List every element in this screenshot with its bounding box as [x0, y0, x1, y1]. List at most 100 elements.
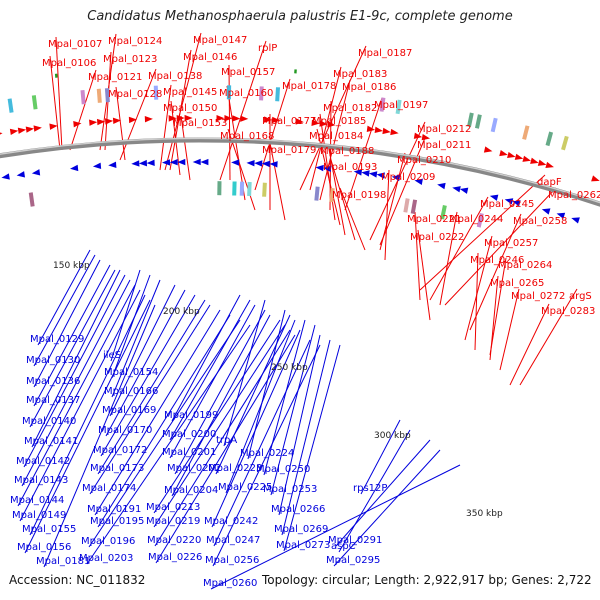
- forward-gene-arrow: [263, 116, 273, 123]
- leader-line: [278, 334, 321, 516]
- gene-label: Mpal_0225: [218, 482, 272, 493]
- reverse-gene-arrow: [1, 173, 10, 180]
- leader-line: [509, 303, 550, 386]
- leader-line: [414, 211, 421, 301]
- leader-line: [299, 45, 367, 191]
- leader-line: [339, 187, 366, 251]
- leader-line: [213, 339, 311, 547]
- gene-label: Mpal_0123: [103, 54, 157, 65]
- leader-line: [69, 69, 97, 151]
- leader-line: [55, 36, 63, 151]
- feature-block: [259, 86, 264, 101]
- gene-label: Mpal_0160: [219, 88, 273, 99]
- gene-label: Mpal_0219: [146, 516, 200, 527]
- forward-gene-arrow: [545, 161, 554, 169]
- leader-line: [111, 274, 151, 379]
- forward-gene-arrow: [128, 116, 137, 124]
- gene-label: Mpal_0186: [342, 82, 396, 93]
- gene-label: Mpal_0198: [332, 190, 386, 201]
- forward-gene-arrow: [311, 119, 320, 127]
- kbp-tick-label: 200 kbp: [163, 307, 200, 317]
- leader-line: [33, 264, 111, 407]
- gene-label: Mpal_0142: [16, 456, 70, 467]
- reverse-gene-arrow: [261, 160, 270, 168]
- reverse-gene-arrow: [246, 159, 255, 167]
- leader-line: [171, 314, 271, 497]
- kbp-tick-label: 350 kbp: [466, 509, 503, 519]
- gene-label: Mpal_0212: [417, 124, 471, 135]
- top-leader-lines: [49, 32, 578, 386]
- gene-label: Mpal_0257: [484, 238, 538, 249]
- leader-line: [169, 299, 251, 441]
- forward-gene-arrow: [168, 115, 177, 122]
- gene-label: Mpal_0179: [262, 145, 316, 156]
- forward-gene-arrow: [374, 126, 383, 134]
- reverse-gene-arrow: [169, 159, 178, 166]
- leader-line: [105, 289, 186, 437]
- gene-label: Mpal_0184: [309, 131, 363, 142]
- feature-block: [490, 117, 498, 133]
- gene-label: Mpal_0174: [82, 483, 136, 494]
- map-title: Candidatus Methanosphaerula palustris E1…: [87, 9, 513, 24]
- reverse-gene-arrow: [192, 158, 201, 166]
- gene-label: Mpal_0203: [79, 553, 133, 564]
- backbone-arc: [0, 137, 600, 207]
- reverse-gene-arrow: [138, 159, 148, 167]
- leader-line: [17, 284, 136, 507]
- leader-line: [153, 324, 286, 528]
- leader-line: [281, 339, 331, 536]
- reverse-gene-arrow: [146, 159, 155, 167]
- forward-gene-arrow: [390, 128, 399, 136]
- gene-label: Mpal_0210: [397, 155, 451, 166]
- leader-line: [228, 64, 231, 181]
- gene-label: Mpal_0183: [333, 69, 387, 80]
- leader-line: [212, 344, 321, 567]
- gene-label: Mpal_0178: [282, 81, 336, 92]
- feature-block: [329, 187, 335, 203]
- feature-block: [379, 97, 386, 112]
- gene-label: trpA: [216, 435, 237, 446]
- gene-label: Mpal_0273: [276, 540, 330, 551]
- forward-gene-arrow: [499, 149, 508, 157]
- leader-line: [86, 324, 251, 565]
- gene-label: Mpal_0173: [90, 463, 144, 474]
- genome-backbone: [0, 137, 600, 207]
- feature-block: [474, 114, 482, 129]
- leader-line: [171, 294, 241, 422]
- reverse-gene-arrow: [323, 165, 332, 172]
- leader-line: [263, 319, 306, 476]
- gene-label: Mpal_0265: [490, 278, 544, 289]
- gene-label: Mpal_0222: [410, 232, 464, 243]
- reverse-gene-arrow: [368, 171, 378, 178]
- gene-label: Mpal_0168: [220, 131, 274, 142]
- leader-line: [24, 299, 151, 554]
- leader-line: [174, 309, 266, 475]
- gene-label: Mpal_0188: [320, 146, 374, 157]
- gene-label: Mpal_0181: [36, 556, 90, 567]
- gene-label: Mpal_0129: [30, 334, 84, 345]
- reverse-gene-arrow: [162, 159, 171, 166]
- forward-gene-arrow: [17, 127, 27, 134]
- forward-gene-arrow: [89, 119, 98, 126]
- leader-line: [97, 299, 206, 475]
- reverse-gene-arrow: [200, 158, 209, 166]
- gene-label: Mpal_0209: [381, 172, 435, 183]
- gene-label: Mpal_0191: [87, 504, 141, 515]
- reverse-gene-arrow: [231, 159, 240, 166]
- feature-block: [410, 199, 418, 214]
- forward-gene-arrow: [327, 121, 336, 128]
- feature-block: [395, 99, 402, 115]
- gene-label: Mpal_0283: [541, 306, 595, 317]
- forward-gene-arrow: [96, 118, 106, 126]
- leader-line: [155, 334, 296, 564]
- forward-gene-arrow: [507, 151, 516, 159]
- forward-gene-arrow: [483, 146, 493, 153]
- gene-label: Mpal_0193: [323, 162, 377, 173]
- forward-gene-arrow: [514, 153, 524, 160]
- leader-line: [247, 309, 286, 460]
- feature-block: [28, 192, 35, 207]
- feature-block: [247, 181, 252, 197]
- feature-block: [217, 181, 222, 196]
- leader-line: [19, 289, 141, 522]
- gene-label: Mpal_0220: [147, 535, 201, 546]
